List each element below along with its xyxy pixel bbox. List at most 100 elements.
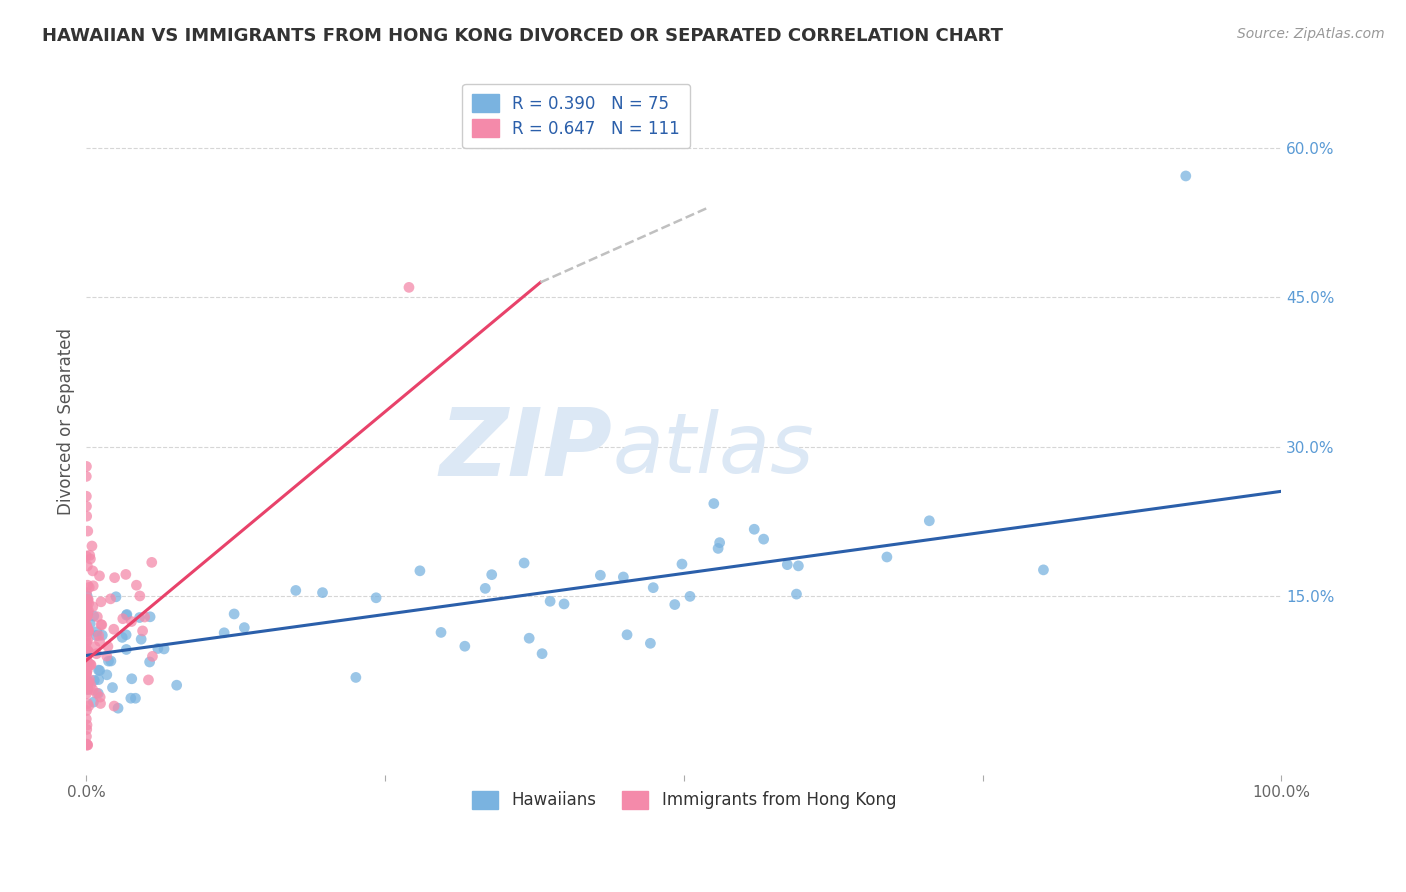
- Point: [76, 610, 98, 624]
- Point: [76, 648, 98, 662]
- Point: [76, 682, 98, 697]
- Point: [76, 704, 98, 718]
- Point: [82, 579, 104, 593]
- Point: [75, 459, 97, 474]
- Point: [124, 691, 146, 706]
- Point: [76, 621, 98, 635]
- Point: [76, 648, 98, 663]
- Point: [344, 670, 367, 684]
- Point: [166, 678, 188, 692]
- Point: [76, 585, 98, 599]
- Point: [531, 647, 554, 661]
- Point: [86, 647, 108, 661]
- Point: [90, 617, 112, 632]
- Text: ZIP: ZIP: [439, 404, 612, 496]
- Point: [76, 632, 98, 647]
- Point: [75, 666, 97, 681]
- Point: [100, 591, 122, 606]
- Point: [77, 675, 100, 690]
- Point: [75, 549, 97, 563]
- Point: [128, 610, 150, 624]
- Point: [89, 569, 111, 583]
- Point: [121, 672, 143, 686]
- Point: [640, 636, 662, 650]
- Point: [709, 535, 731, 549]
- Point: [76, 644, 98, 658]
- Point: [75, 619, 97, 633]
- Point: [76, 680, 98, 694]
- Text: atlas: atlas: [612, 409, 814, 491]
- Point: [76, 661, 98, 675]
- Point: [517, 631, 540, 645]
- Point: [87, 686, 110, 700]
- Point: [79, 552, 101, 566]
- Point: [76, 589, 98, 603]
- Point: [115, 608, 138, 623]
- Point: [90, 595, 112, 609]
- Point: [79, 549, 101, 563]
- Point: [138, 673, 160, 687]
- Point: [752, 532, 775, 546]
- Point: [138, 655, 160, 669]
- Point: [104, 571, 127, 585]
- Point: [742, 522, 765, 536]
- Point: [1174, 169, 1197, 183]
- Point: [80, 678, 103, 692]
- Point: [105, 590, 128, 604]
- Point: [83, 673, 105, 688]
- Point: [679, 590, 702, 604]
- Point: [589, 568, 612, 582]
- Point: [82, 682, 104, 697]
- Point: [97, 654, 120, 668]
- Point: [75, 666, 97, 681]
- Point: [84, 628, 107, 642]
- Point: [76, 592, 98, 607]
- Point: [86, 610, 108, 624]
- Point: [86, 686, 108, 700]
- Point: [76, 605, 98, 619]
- Point: [96, 648, 118, 663]
- Point: [75, 687, 97, 701]
- Point: [643, 581, 665, 595]
- Point: [513, 556, 536, 570]
- Point: [75, 500, 97, 514]
- Point: [125, 578, 148, 592]
- Point: [616, 628, 638, 642]
- Point: [75, 678, 97, 692]
- Point: [97, 640, 120, 654]
- Point: [89, 697, 111, 711]
- Point: [75, 730, 97, 744]
- Point: [212, 625, 235, 640]
- Point: [553, 597, 575, 611]
- Point: [612, 570, 634, 584]
- Point: [366, 591, 388, 605]
- Point: [76, 509, 98, 524]
- Text: HAWAIIAN VS IMMIGRANTS FROM HONG KONG DIVORCED OR SEPARATED CORRELATION CHART: HAWAIIAN VS IMMIGRANTS FROM HONG KONG DI…: [42, 27, 1002, 45]
- Point: [224, 607, 246, 621]
- Point: [100, 654, 122, 668]
- Point: [785, 587, 807, 601]
- Point: [111, 612, 134, 626]
- Point: [77, 592, 100, 607]
- Point: [80, 657, 103, 672]
- Point: [76, 723, 98, 737]
- Legend: Hawaiians, Immigrants from Hong Kong: Hawaiians, Immigrants from Hong Kong: [465, 784, 903, 816]
- Point: [76, 524, 98, 538]
- Point: [103, 622, 125, 636]
- Text: Source: ZipAtlas.com: Source: ZipAtlas.com: [1237, 27, 1385, 41]
- Point: [89, 634, 111, 648]
- Point: [84, 640, 107, 654]
- Point: [80, 539, 103, 553]
- Point: [120, 691, 142, 706]
- Point: [77, 674, 100, 689]
- Point: [121, 615, 143, 629]
- Point: [79, 673, 101, 687]
- Point: [89, 664, 111, 678]
- Point: [77, 624, 100, 639]
- Point: [107, 701, 129, 715]
- Point: [76, 629, 98, 643]
- Point: [76, 600, 98, 615]
- Point: [76, 624, 98, 638]
- Point: [141, 649, 163, 664]
- Point: [77, 624, 100, 638]
